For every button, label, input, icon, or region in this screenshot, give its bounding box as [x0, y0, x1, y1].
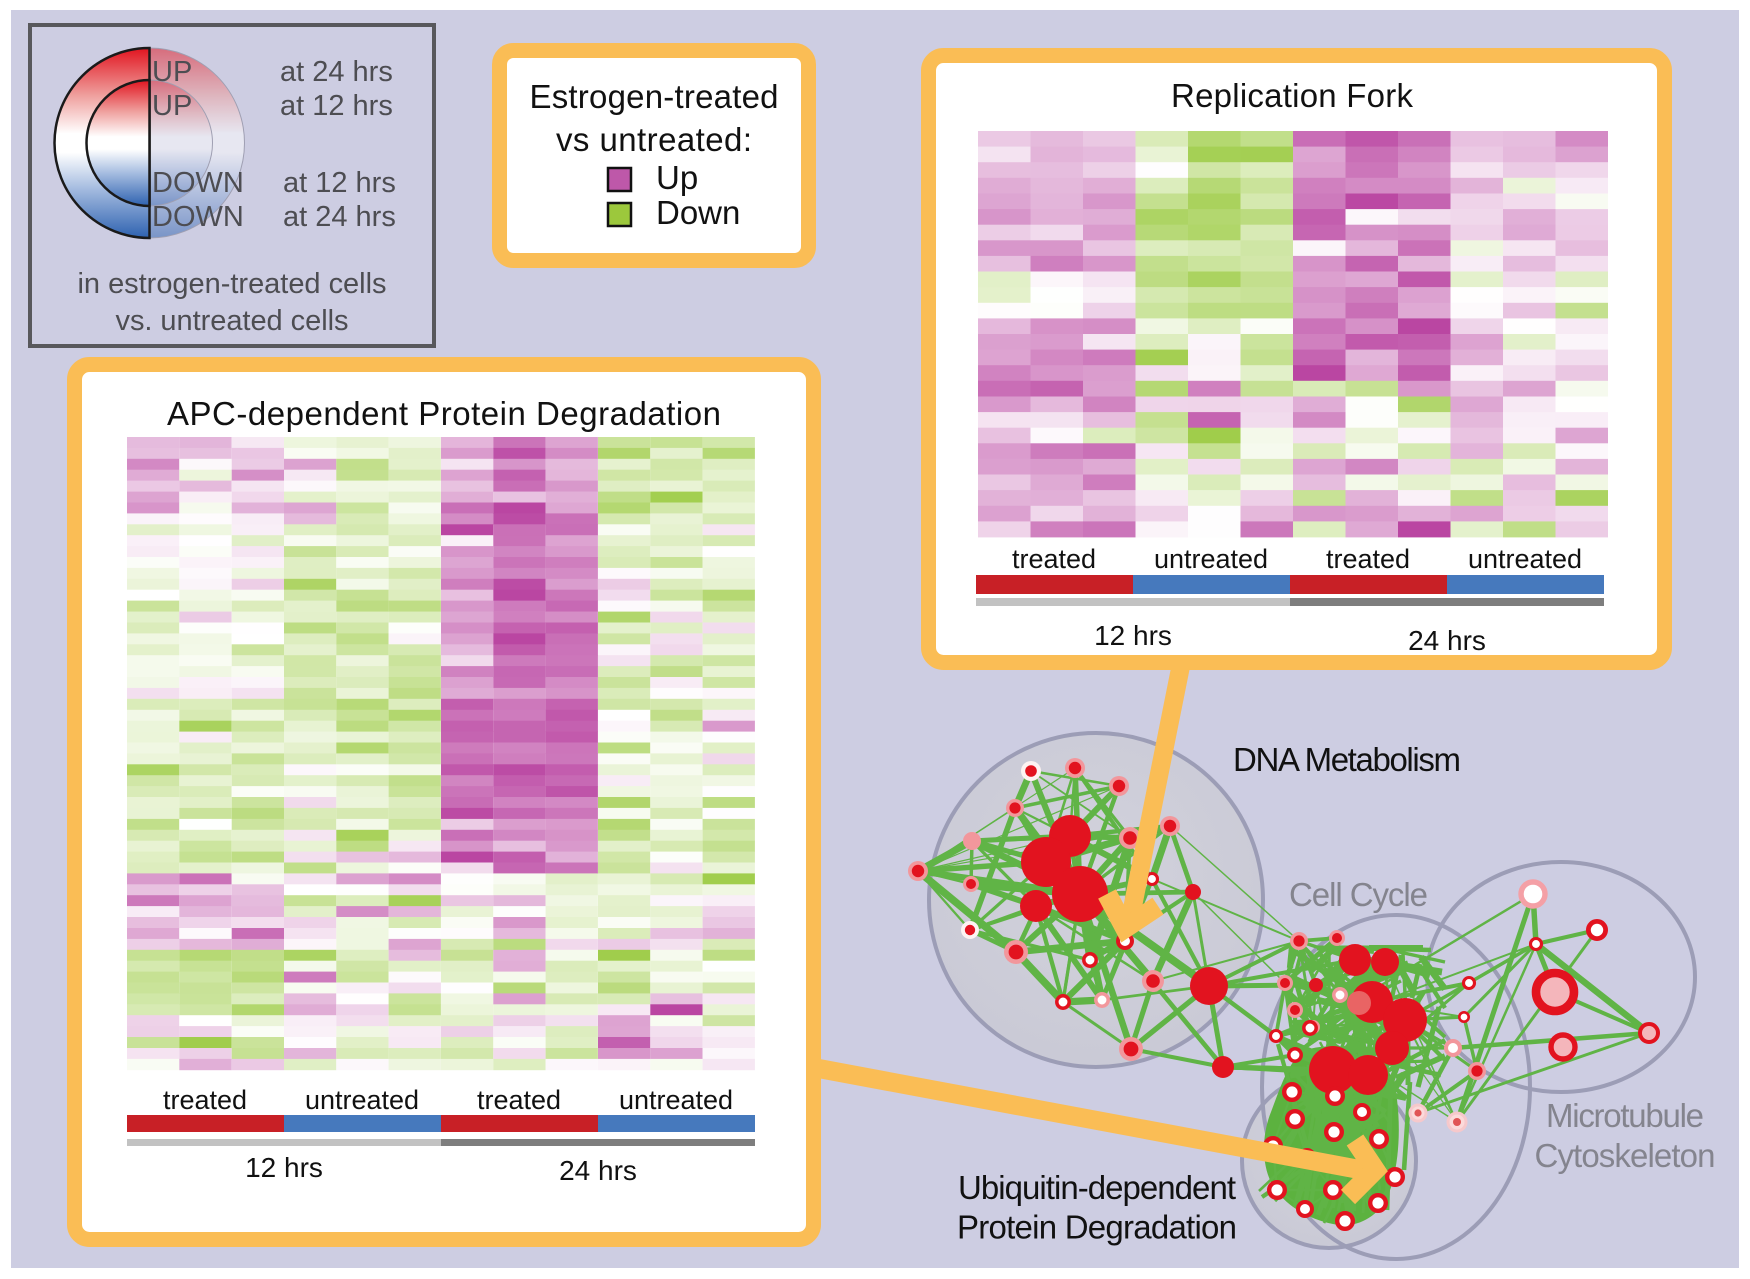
svg-text:Protein Degradation: Protein Degradation [957, 1209, 1237, 1246]
svg-text:at 24 hrs: at 24 hrs [280, 56, 393, 88]
svg-text:24 hrs: 24 hrs [559, 1155, 637, 1186]
svg-text:at 12 hrs: at 12 hrs [283, 167, 396, 199]
svg-text:DOWN: DOWN [152, 167, 244, 199]
svg-text:Replication Fork: Replication Fork [1171, 77, 1414, 114]
svg-text:at 24 hrs: at 24 hrs [283, 201, 396, 233]
svg-text:vs untreated:: vs untreated: [556, 121, 752, 158]
svg-text:untreated: untreated [305, 1085, 419, 1115]
svg-text:untreated: untreated [619, 1085, 733, 1115]
svg-text:Ubiquitin-dependent: Ubiquitin-dependent [958, 1169, 1236, 1206]
svg-text:UP: UP [152, 56, 192, 88]
svg-text:DNA Metabolism: DNA Metabolism [1233, 741, 1461, 778]
svg-text:untreated: untreated [1468, 544, 1582, 574]
svg-text:Cytoskeleton: Cytoskeleton [1535, 1137, 1716, 1174]
svg-text:12 hrs: 12 hrs [1094, 620, 1172, 651]
svg-text:in estrogen-treated cells: in estrogen-treated cells [78, 268, 387, 300]
svg-text:vs. untreated cells: vs. untreated cells [116, 305, 349, 337]
svg-text:Microtubule: Microtubule [1546, 1097, 1704, 1134]
svg-text:24 hrs: 24 hrs [1408, 625, 1486, 656]
svg-text:treated: treated [477, 1085, 561, 1115]
svg-text:treated: treated [1012, 544, 1096, 574]
svg-text:untreated: untreated [1154, 544, 1268, 574]
svg-text:treated: treated [1326, 544, 1410, 574]
svg-text:APC-dependent Protein Degradat: APC-dependent Protein Degradation [167, 395, 721, 432]
svg-text:DOWN: DOWN [152, 201, 244, 233]
svg-text:12 hrs: 12 hrs [245, 1152, 323, 1183]
svg-text:Down: Down [656, 194, 740, 231]
svg-text:at 12 hrs: at 12 hrs [280, 90, 393, 122]
svg-text:UP: UP [152, 90, 192, 122]
svg-text:Up: Up [656, 159, 698, 196]
svg-text:Estrogen-treated: Estrogen-treated [530, 78, 779, 115]
svg-text:Cell Cycle: Cell Cycle [1289, 876, 1428, 913]
svg-text:treated: treated [163, 1085, 247, 1115]
